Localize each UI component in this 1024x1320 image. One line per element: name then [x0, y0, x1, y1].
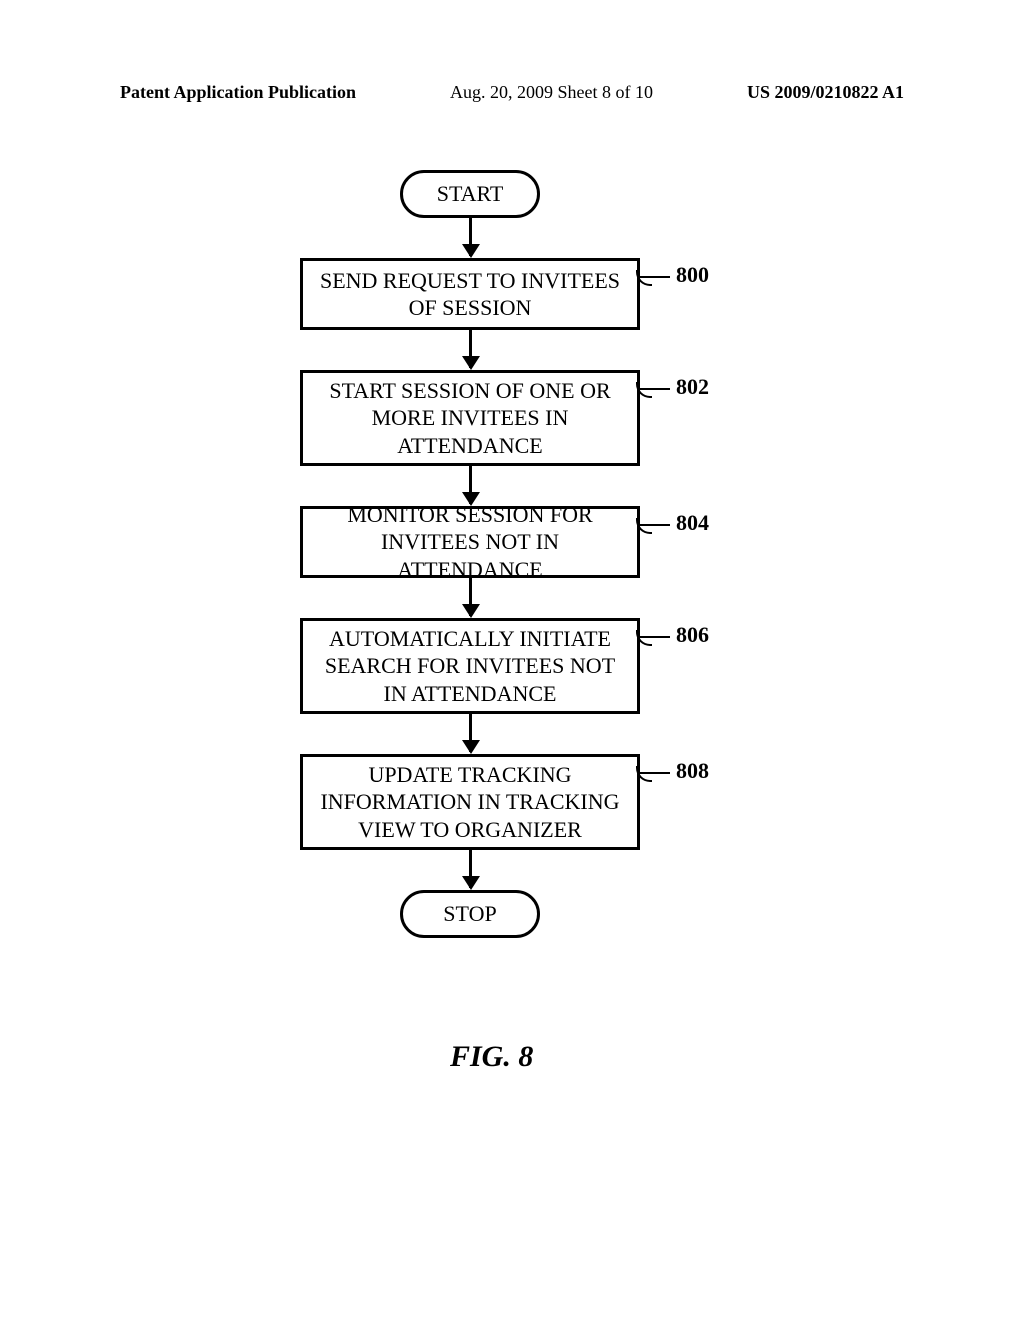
figure-caption: FIG. 8: [450, 1040, 533, 1074]
flow-arrow: [469, 578, 472, 616]
start-terminator: START: [400, 170, 540, 218]
header-mid: Aug. 20, 2009 Sheet 8 of 10: [450, 82, 653, 103]
header-left: Patent Application Publication: [120, 82, 356, 103]
process-step-804: MONITOR SESSION FOR INVITEES NOT IN ATTE…: [300, 506, 640, 578]
process-step-808: UPDATE TRACKING INFORMATION IN TRACKING …: [300, 754, 640, 850]
reference-number: 804: [676, 510, 709, 536]
flow-arrow: [469, 466, 472, 504]
flow-arrow: [469, 218, 472, 256]
flow-arrow: [469, 714, 472, 752]
page-header: Patent Application Publication Aug. 20, …: [0, 82, 1024, 103]
reference-leader: [640, 772, 670, 774]
process-step-802: START SESSION OF ONE OR MORE INVITEES IN…: [300, 370, 640, 466]
process-step-800: SEND REQUEST TO INVITEES OF SESSION: [300, 258, 640, 330]
stop-terminator: STOP: [400, 890, 540, 938]
header-right: US 2009/0210822 A1: [747, 82, 904, 103]
reference-number: 808: [676, 758, 709, 784]
reference-number: 806: [676, 622, 709, 648]
flowchart-figure-8: START SEND REQUEST TO INVITEES OF SESSION…: [0, 170, 1024, 1070]
reference-leader: [640, 524, 670, 526]
process-step-806: AUTOMATICALLY INITIATE SEARCH FOR INVITE…: [300, 618, 640, 714]
reference-leader: [640, 636, 670, 638]
reference-number: 800: [676, 262, 709, 288]
reference-number: 802: [676, 374, 709, 400]
reference-leader: [640, 276, 670, 278]
flow-arrow: [469, 850, 472, 888]
flow-arrow: [469, 330, 472, 368]
reference-leader: [640, 388, 670, 390]
